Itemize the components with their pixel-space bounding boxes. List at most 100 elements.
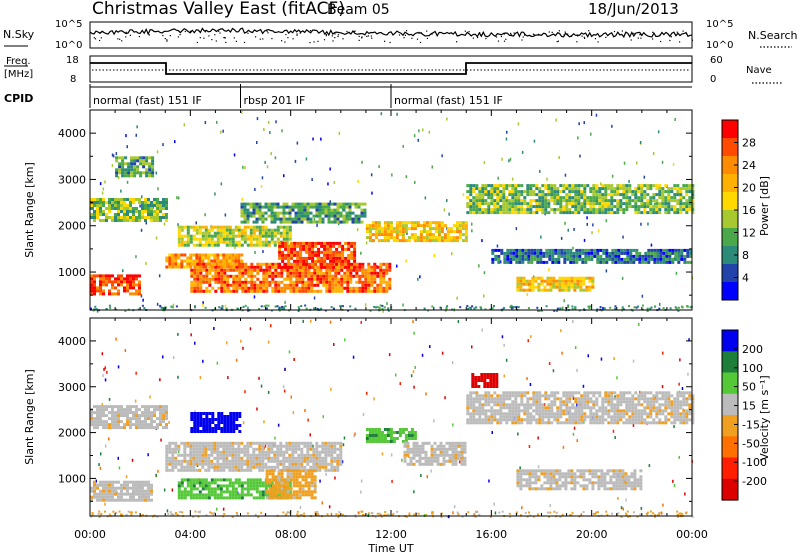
cpid-label: CPID: [4, 92, 33, 105]
heatmap-cell: [306, 453, 310, 457]
noise-search-dot: [537, 33, 540, 35]
heatmap-cell: [544, 193, 548, 197]
heatmap-cell: [198, 447, 202, 451]
heatmap-cell: [223, 424, 227, 427]
heatmap-cell: [249, 243, 253, 247]
heatmap-cell: [532, 190, 536, 194]
heatmap-cell: [288, 459, 292, 463]
scatter-dot: [330, 512, 333, 516]
heatmap-cell: [570, 282, 574, 286]
heatmap-cell: [347, 244, 351, 248]
heatmap-cell: [147, 423, 150, 427]
heatmap-cell: [231, 462, 235, 466]
heatmap-cell: [208, 427, 212, 430]
heatmap-cell: [219, 240, 223, 244]
heatmap-cell: [622, 193, 626, 197]
heatmap-cell: [676, 193, 680, 197]
scatter-dot: [242, 165, 244, 169]
heatmap-cell: [610, 190, 614, 194]
heatmap-cell: [374, 236, 378, 240]
heatmap-cell: [327, 447, 331, 451]
freq-label-1: Freq.: [6, 56, 31, 67]
heatmap-cell: [682, 187, 686, 191]
heatmap-cell: [111, 498, 114, 502]
heatmap-cell: [319, 277, 323, 281]
heatmap-cell: [379, 271, 383, 275]
heatmap-cell: [455, 239, 459, 243]
heatmap-cell: [647, 257, 651, 261]
heatmap-cell: [338, 244, 342, 248]
heatmap-cell: [332, 256, 336, 260]
heatmap-cell: [688, 187, 692, 191]
heatmap-cell: [123, 210, 126, 213]
heatmap-cell: [318, 208, 322, 212]
heatmap-cell: [297, 453, 301, 457]
scatter-dot: [170, 513, 173, 516]
scatter-dot: [543, 403, 546, 407]
heatmap-cell: [291, 202, 295, 206]
heatmap-cell: [133, 165, 137, 169]
heatmap-cell: [300, 456, 304, 460]
scatter-dot: [686, 305, 689, 307]
heatmap-cell: [111, 417, 114, 421]
heatmap-cell: [333, 447, 337, 451]
heatmap-cell: [274, 262, 278, 266]
heatmap-cell: [264, 234, 268, 238]
heatmap-cell: [258, 450, 262, 454]
scatter-dot: [163, 307, 165, 311]
heatmap-cell: [377, 221, 381, 225]
scatter-dot: [304, 409, 306, 412]
heatmap-cell: [235, 274, 239, 278]
heatmap-cell: [273, 211, 277, 215]
heatmap-cell: [571, 205, 575, 209]
heatmap-cell: [255, 208, 259, 212]
heatmap-cell: [499, 211, 503, 215]
scatter-dot: [167, 512, 170, 515]
heatmap-cell: [132, 216, 135, 219]
scatter-dot: [347, 309, 349, 312]
heatmap-cell: [303, 453, 307, 457]
scatter-dot: [384, 511, 387, 513]
heatmap-cell: [156, 408, 159, 412]
heatmap-cell: [314, 244, 318, 248]
heatmap-cell: [105, 216, 108, 219]
heatmap-cell: [515, 248, 519, 252]
heatmap-cell: [320, 244, 324, 248]
heatmap-cell: [287, 253, 291, 257]
heatmap-cell: [466, 205, 470, 209]
heatmap-cell: [211, 262, 215, 266]
scatter-dot: [433, 419, 435, 423]
heatmap-cell: [334, 277, 338, 281]
heatmap-cell: [683, 257, 687, 261]
heatmap-cell: [598, 199, 602, 203]
heatmap-cell: [211, 286, 215, 290]
heatmap-cell: [165, 459, 169, 463]
heatmap-cell: [235, 265, 239, 269]
heatmap-cell: [584, 248, 588, 252]
scatter-dot: [444, 396, 446, 400]
heatmap-cell: [135, 277, 138, 281]
heatmap-cell: [398, 230, 402, 234]
heatmap-cell: [667, 211, 671, 215]
heatmap-cell: [196, 415, 200, 418]
heatmap-cell: [449, 227, 453, 231]
heatmap-cell: [566, 254, 570, 258]
scatter-dot: [646, 511, 649, 514]
heatmap-cell: [285, 456, 289, 460]
heatmap-cell: [553, 196, 557, 200]
heatmap-cell: [677, 251, 681, 255]
heatmap-cell: [202, 418, 206, 421]
heatmap-cell: [530, 257, 534, 261]
heatmap-cell: [528, 288, 532, 292]
heatmap-cell: [428, 221, 432, 225]
heatmap-cell: [246, 217, 250, 221]
scatter-dot: [313, 296, 316, 300]
scatter-dot: [431, 165, 433, 169]
scatter-dot: [484, 308, 487, 311]
heatmap-cell: [323, 250, 327, 254]
scatter-dot: [675, 271, 678, 275]
heatmap-cell: [535, 208, 539, 212]
heatmap-cell: [324, 202, 328, 206]
heatmap-cell: [261, 450, 265, 454]
heatmap-cell: [241, 280, 245, 284]
